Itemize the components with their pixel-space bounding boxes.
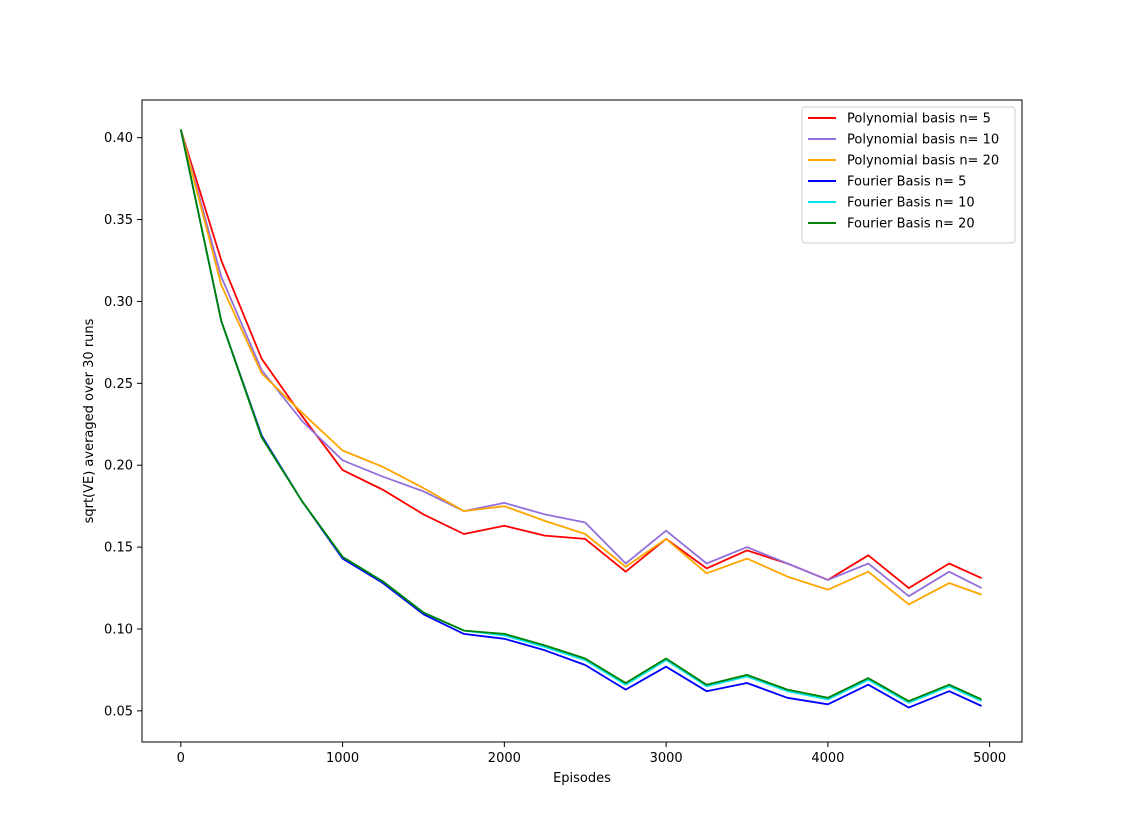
legend-entry: Fourier Basis n= 10 — [808, 196, 975, 211]
y-tick-label: 0.25 — [104, 377, 133, 392]
y-tick-label: 0.40 — [104, 131, 133, 146]
legend-box — [801, 106, 1016, 244]
legend-label: Fourier Basis n= 10 — [847, 196, 975, 211]
y-tick-label: 0.05 — [104, 704, 133, 719]
legend-entry: Polynomial basis n= 5 — [808, 112, 991, 127]
x-tick-label: 2000 — [488, 751, 521, 766]
x-axis: 0 1000 2000 3000 4000 5000 — [177, 742, 1006, 766]
y-tick-label: 0.30 — [104, 295, 133, 310]
plot-frame — [141, 99, 1023, 743]
legend-label: Polynomial basis n= 10 — [847, 133, 999, 148]
legend-label: Polynomial basis n= 20 — [847, 154, 999, 169]
x-tick-label: 4000 — [811, 751, 844, 766]
legend-label: Fourier Basis n= 5 — [847, 175, 966, 190]
y-axis: 0.05 0.10 0.15 0.20 0.25 0.30 0.35 0.40 — [104, 131, 142, 719]
series-line-6 — [179, 129, 982, 702]
legend-entry: Polynomial basis n= 10 — [808, 133, 999, 148]
legend-entry: Fourier Basis n= 20 — [808, 217, 975, 232]
y-tick-label: 0.20 — [104, 459, 133, 474]
legend-entry: Fourier Basis n= 5 — [808, 175, 966, 190]
series-lines — [179, 129, 983, 709]
x-tick-label: 3000 — [650, 751, 683, 766]
x-axis-title: Episodes — [553, 771, 611, 786]
x-tick-label: 1000 — [326, 751, 359, 766]
y-tick-label: 0.10 — [104, 622, 133, 637]
y-axis-title: sqrt(VE) averaged over 30 runs — [82, 318, 97, 523]
legend: Polynomial basis n= 5 Polynomial basis n=… — [801, 106, 1016, 244]
legend-label: Fourier Basis n= 20 — [847, 217, 975, 232]
x-tick-label: 5000 — [973, 751, 1006, 766]
series-line-2 — [179, 129, 983, 598]
series-line-3 — [179, 129, 982, 606]
legend-label: Polynomial basis n= 5 — [847, 112, 991, 127]
y-tick-label: 0.15 — [104, 541, 133, 556]
y-tick-label: 0.35 — [104, 213, 133, 228]
legend-entry: Polynomial basis n= 20 — [808, 154, 999, 169]
x-tick-label: 0 — [177, 751, 185, 766]
